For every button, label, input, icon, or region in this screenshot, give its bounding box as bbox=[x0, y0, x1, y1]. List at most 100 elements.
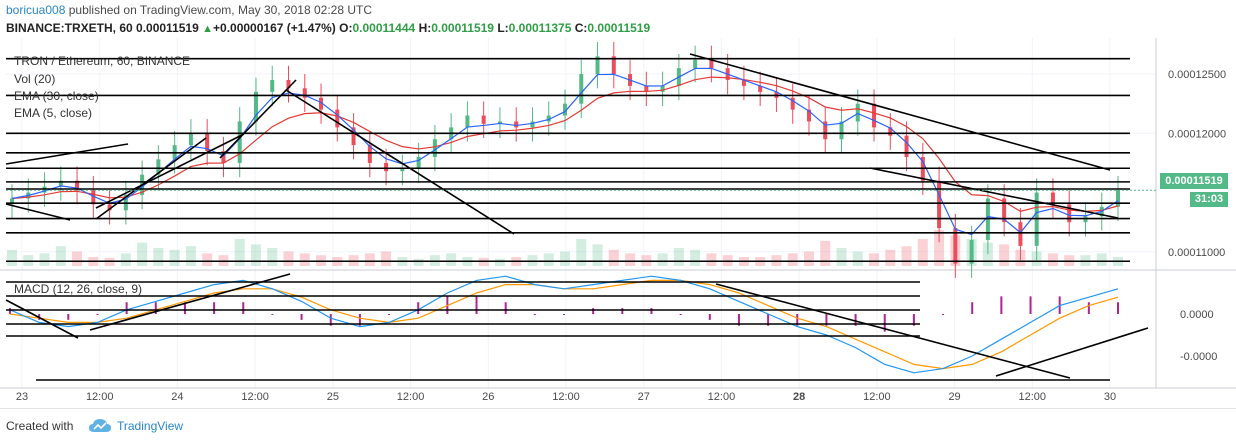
macd-histogram-bar bbox=[358, 314, 361, 326]
candle-body bbox=[806, 109, 811, 122]
candle-body bbox=[693, 59, 698, 69]
change-value: +0.00000167 (+1.47%) bbox=[213, 21, 336, 35]
volume-bar bbox=[820, 240, 831, 266]
macd-histogram-bar bbox=[96, 314, 99, 315]
chart-axes: 0.00012500 0.00012000 0.00011000 0.0000 -0.0… bbox=[6, 69, 1226, 403]
macd-histogram-bar bbox=[650, 308, 653, 314]
candle-body bbox=[75, 180, 80, 191]
candle-body bbox=[384, 162, 389, 172]
trendline bbox=[285, 89, 515, 235]
volume-bar bbox=[917, 239, 928, 266]
candle-body bbox=[253, 91, 258, 122]
candle-body bbox=[188, 133, 193, 146]
macd-trendline bbox=[5, 299, 79, 339]
time-axis-label: 24 bbox=[171, 391, 183, 403]
candle-body bbox=[156, 159, 161, 175]
macd-histogram-bar bbox=[854, 314, 857, 326]
candle-body bbox=[400, 168, 405, 172]
macd-histogram-bar bbox=[563, 314, 565, 315]
trendlines[interactable] bbox=[5, 53, 1149, 381]
volume-bar bbox=[494, 258, 505, 266]
volume-bar bbox=[690, 249, 701, 266]
candle-body bbox=[530, 121, 535, 128]
candle-body bbox=[1050, 192, 1055, 205]
volume-bar bbox=[234, 239, 245, 266]
publish-text: published on TradingView.com, May 30, 20… bbox=[65, 3, 373, 17]
trendline bbox=[689, 53, 1111, 171]
volume-bar bbox=[852, 251, 863, 266]
current-price-tag: 0.00011519 bbox=[1160, 173, 1228, 189]
macd-trendline bbox=[89, 273, 291, 331]
volume-bar bbox=[153, 248, 164, 266]
candle-body bbox=[497, 121, 502, 124]
open-value: 0.00011444 bbox=[352, 21, 416, 35]
macd-histogram-bar bbox=[67, 314, 70, 320]
chart-canvas[interactable]: 0.00012500 0.00012000 0.00011000 0.0000 -0.0… bbox=[0, 38, 1236, 408]
volume-bar bbox=[706, 253, 717, 266]
created-with-label: Created with bbox=[6, 419, 74, 433]
candle-body bbox=[237, 121, 242, 163]
macd-trendline bbox=[995, 327, 1149, 377]
candle-body bbox=[595, 56, 600, 75]
macd-histogram-bar bbox=[475, 296, 478, 314]
time-axis-label: 12:00 bbox=[86, 391, 114, 403]
volume-bar bbox=[446, 253, 457, 266]
volume-bar bbox=[560, 251, 570, 266]
candle-body bbox=[709, 59, 714, 69]
macd-histogram-bar bbox=[329, 314, 332, 326]
candle-body bbox=[270, 79, 275, 92]
low-label: L: bbox=[497, 21, 509, 35]
macd-histogram-bar bbox=[1029, 296, 1032, 314]
volume-bar bbox=[413, 258, 424, 266]
macd-histogram-bar bbox=[592, 308, 595, 314]
ema-lines bbox=[11, 67, 1119, 236]
candle-body bbox=[953, 228, 958, 264]
volume-bar bbox=[1096, 253, 1107, 266]
trendline bbox=[219, 79, 297, 159]
macd-histogram-bar bbox=[942, 314, 945, 315]
macd-histogram-bar bbox=[533, 314, 536, 315]
macd-histogram-bar bbox=[912, 314, 915, 326]
close-value: 0.00011519 bbox=[587, 21, 651, 35]
macd-histogram-bar bbox=[417, 302, 420, 314]
volume-bar bbox=[787, 253, 798, 266]
price-axis-label: 0.00012000 bbox=[1168, 128, 1226, 140]
volume-bar bbox=[250, 244, 261, 266]
volume-bar bbox=[836, 248, 847, 266]
macd-histogram-bar bbox=[737, 314, 740, 326]
time-axis-label: 29 bbox=[948, 391, 960, 403]
candle-body bbox=[514, 121, 519, 128]
candle-body bbox=[563, 103, 567, 116]
ema30-line bbox=[11, 76, 1119, 213]
symbol-label[interactable]: BINANCE:TRXETH, 60 bbox=[6, 21, 133, 35]
volume-bar bbox=[673, 248, 684, 266]
candle-body bbox=[904, 135, 909, 157]
volume-bar bbox=[202, 253, 213, 266]
ema30-legend: EMA (30, close) bbox=[14, 89, 99, 103]
volume-bar bbox=[803, 251, 814, 266]
candle-body bbox=[579, 74, 584, 104]
time-axis-label: 12:00 bbox=[397, 391, 425, 403]
author-link[interactable]: boricua008 bbox=[6, 3, 66, 17]
macd-histogram-bar bbox=[183, 302, 186, 314]
time-axis-label: 12:00 bbox=[241, 391, 269, 403]
time-axis-label: 12:00 bbox=[863, 391, 891, 403]
volume-bar bbox=[869, 253, 880, 266]
candle-body bbox=[302, 88, 307, 98]
tradingview-link[interactable]: TradingView bbox=[117, 419, 184, 433]
time-axis-label: 23 bbox=[16, 391, 28, 403]
candle-body bbox=[10, 198, 14, 205]
macd-histogram-bar bbox=[679, 314, 682, 315]
macd-histogram-bar bbox=[388, 314, 391, 315]
candle-body bbox=[872, 103, 877, 128]
macd-histogram-bar bbox=[796, 314, 799, 326]
up-triangle-icon: ▲ bbox=[202, 23, 214, 35]
candle-body bbox=[644, 85, 649, 92]
volume-bar bbox=[267, 248, 278, 266]
volume-bar bbox=[1047, 253, 1058, 266]
candle-body bbox=[855, 103, 860, 122]
macd-histogram-bar bbox=[504, 302, 507, 314]
tradingview-cloud-icon bbox=[88, 418, 112, 439]
macd-histogram-bar bbox=[708, 314, 711, 320]
macd-histogram-bar bbox=[1087, 302, 1090, 314]
